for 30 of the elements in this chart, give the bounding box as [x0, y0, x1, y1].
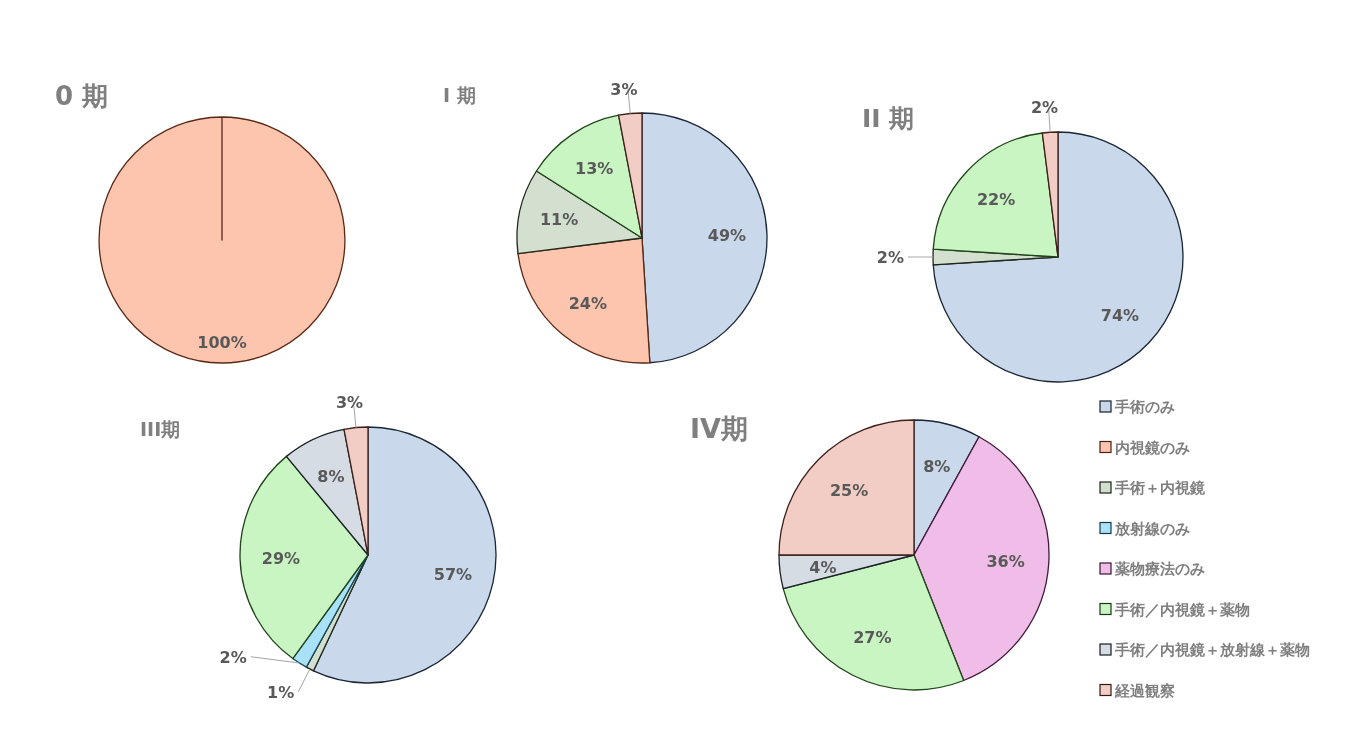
data-label: 3%: [335, 393, 364, 413]
chart-title: IV期: [690, 413, 748, 444]
data-label: 27%: [853, 627, 892, 647]
data-label: 25%: [829, 481, 869, 501]
data-label: 2%: [219, 647, 247, 667]
category-label: 手術のみ: [1114, 398, 1175, 416]
data-label: 13%: [575, 158, 614, 178]
data-label: 57%: [433, 564, 473, 584]
chart-title: II 期: [862, 104, 915, 133]
text: III期: [140, 418, 181, 440]
data-label: 2%: [1031, 98, 1059, 118]
data-label: 29%: [261, 548, 301, 568]
data-label: 8%: [317, 467, 345, 487]
data-label: 3%: [610, 79, 638, 99]
data-label: 100%: [197, 333, 247, 353]
data-label: 4%: [809, 557, 837, 577]
data-label: 24%: [568, 294, 607, 314]
data-label: 22%: [976, 189, 1016, 209]
chart-title: 0 期: [55, 81, 109, 111]
data-label: 49%: [707, 226, 747, 246]
data-label: 74%: [1100, 306, 1140, 326]
data-label: 8%: [923, 457, 951, 477]
data-label: 11%: [539, 210, 579, 230]
data-label: 2%: [876, 248, 904, 267]
category-label: 放射線のみ: [1114, 519, 1190, 538]
category-label: 経過観察: [1114, 681, 1175, 700]
data-label: 36%: [986, 551, 1025, 571]
category-label: 内視鏡のみ: [1115, 438, 1190, 457]
chart-title: I 期: [443, 84, 476, 106]
data-label: 1%: [267, 682, 295, 702]
